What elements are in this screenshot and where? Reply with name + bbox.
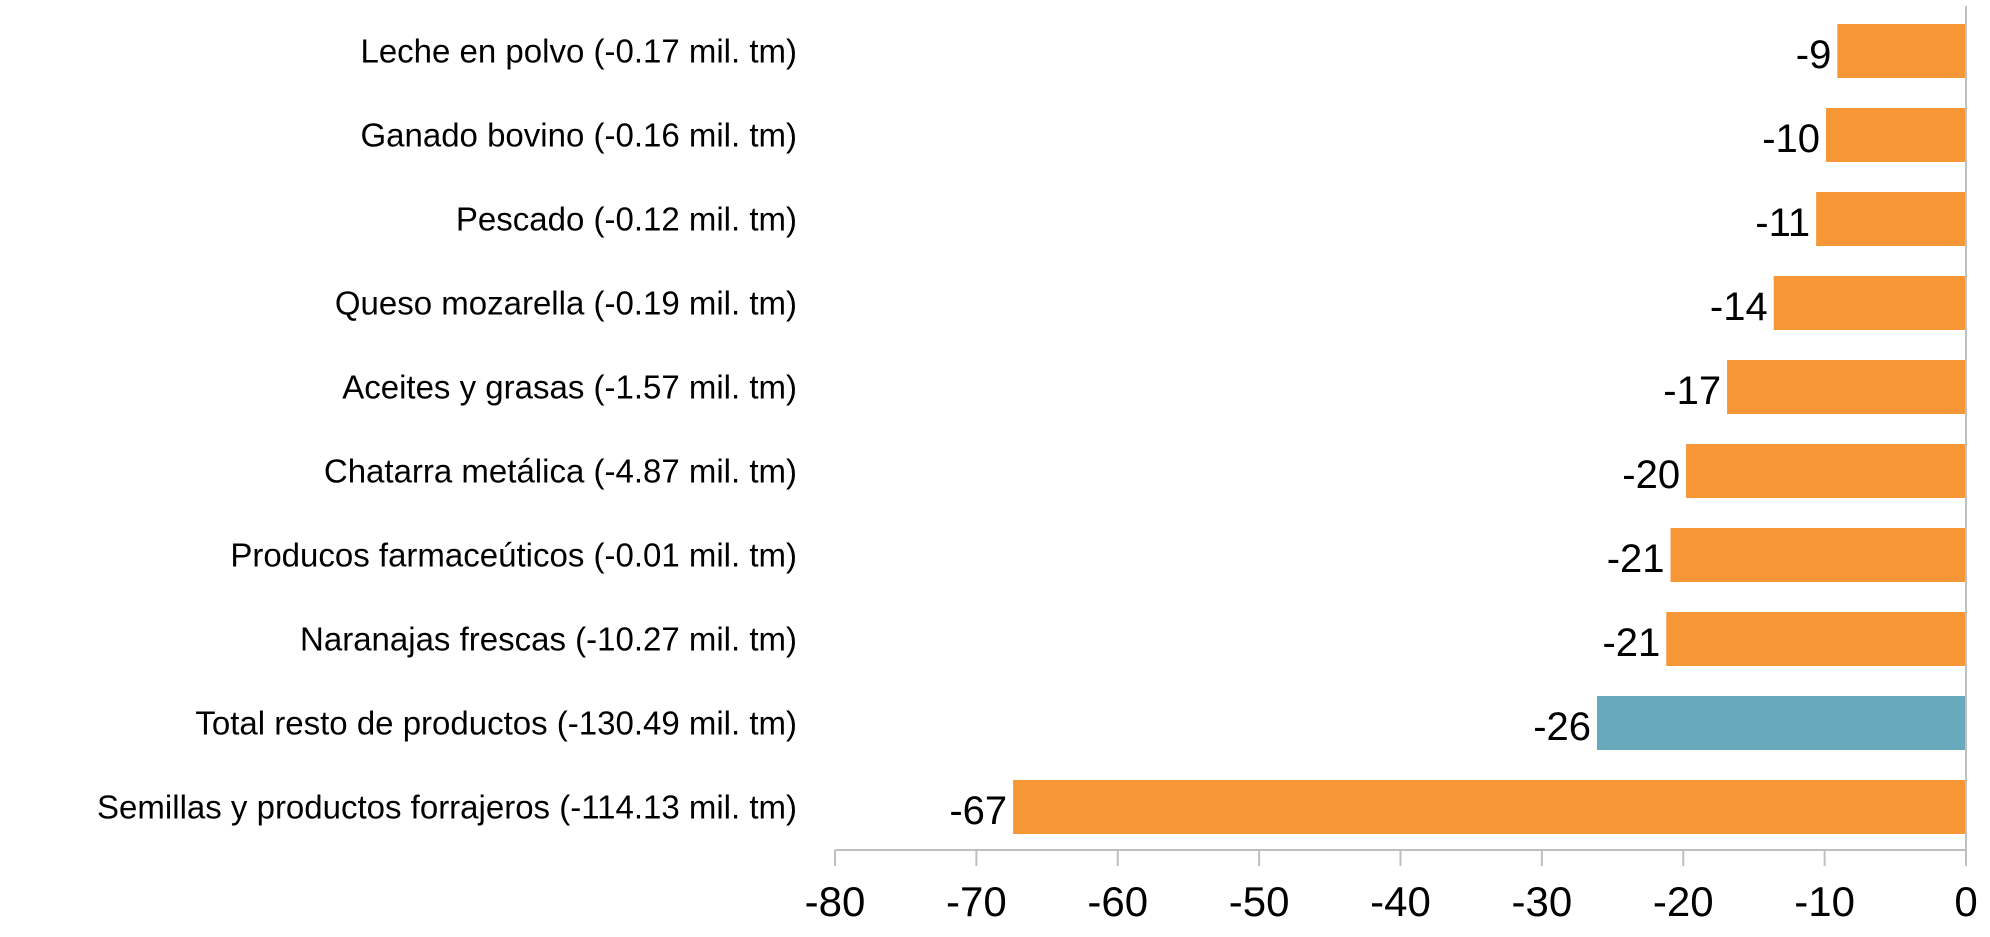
- category-labels-group: Leche en polvo (-0.17 mil. tm) Ganado bov…: [97, 33, 797, 826]
- value-labels-group: -9-10-11-14-17-20-21-21-26-67: [949, 33, 1831, 833]
- category-label: Chatarra metálica (-4.87 mil. tm): [324, 453, 797, 490]
- bar: [1826, 108, 1966, 162]
- category-label: Ganado bovino (-0.16 mil. tm): [360, 117, 797, 154]
- bars-group: [1013, 24, 1966, 834]
- bar: [1773, 276, 1966, 330]
- category-label: Leche en polvo (-0.17 mil. tm): [360, 33, 797, 70]
- data-label: -9: [1796, 33, 1832, 77]
- data-label: -10: [1762, 117, 1820, 161]
- x-tick-label: -70: [946, 878, 1007, 925]
- x-tick-label: -60: [1087, 878, 1148, 925]
- category-label: Pescado (-0.12 mil. tm): [456, 201, 797, 238]
- x-ticks-group: -80 -70 -60 -50 -40 -30 -20 -10 0: [805, 850, 1978, 925]
- data-label: -21: [1607, 537, 1665, 581]
- bar: [1666, 612, 1966, 666]
- bar: [1597, 696, 1966, 750]
- x-tick-label: -80: [805, 878, 866, 925]
- data-label: -11: [1755, 201, 1810, 245]
- category-label: Aceites y grasas (-1.57 mil. tm): [342, 369, 797, 406]
- data-label: -20: [1622, 453, 1680, 497]
- bar: [1816, 192, 1966, 246]
- bar: [1686, 444, 1966, 498]
- x-tick-label: -40: [1370, 878, 1431, 925]
- data-label: -67: [949, 789, 1007, 833]
- category-label: Queso mozarella (-0.19 mil. tm): [335, 285, 797, 322]
- category-label: Total resto de productos (-130.49 mil. t…: [195, 705, 797, 742]
- bar: [1727, 360, 1966, 414]
- category-label: Producos farmaceúticos (-0.01 mil. tm): [230, 537, 797, 574]
- x-axis: -80 -70 -60 -50 -40 -30 -20 -10 0: [805, 6, 1978, 925]
- bar: [1013, 780, 1966, 834]
- data-label: -26: [1533, 705, 1591, 749]
- data-label: -21: [1602, 621, 1660, 665]
- bar: [1670, 528, 1966, 582]
- data-label: -17: [1663, 369, 1721, 413]
- bar: [1837, 24, 1966, 78]
- x-tick-label: 0: [1954, 878, 1977, 925]
- data-label: -14: [1710, 285, 1768, 329]
- x-tick-label: -50: [1229, 878, 1290, 925]
- category-label: Semillas y productos forrajeros (-114.13…: [97, 789, 797, 826]
- x-tick-label: -10: [1794, 878, 1855, 925]
- x-tick-label: -30: [1512, 878, 1573, 925]
- x-tick-label: -20: [1653, 878, 1714, 925]
- category-label: Naranajas frescas (-10.27 mil. tm): [300, 621, 797, 658]
